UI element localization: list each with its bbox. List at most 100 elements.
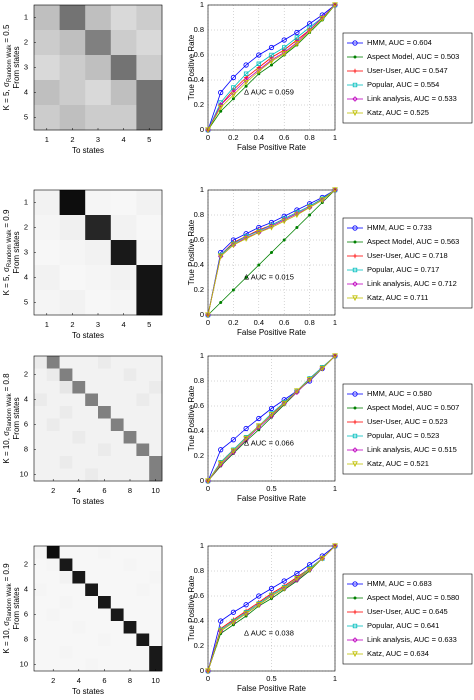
x-tick-label: 2 <box>51 676 55 685</box>
heatmap-cell <box>98 621 112 634</box>
heatmap-cell <box>59 583 73 597</box>
marker <box>230 619 237 626</box>
heatmap-cell <box>34 30 60 56</box>
heatmap-cell <box>149 356 163 369</box>
y-tick-label: 0.4 <box>194 260 204 269</box>
marker <box>257 263 261 267</box>
marker <box>268 412 275 418</box>
heatmap-cell <box>59 608 73 622</box>
marker <box>269 52 274 58</box>
x-tick-label: 8 <box>128 486 132 495</box>
legend-marker <box>352 253 358 259</box>
heatmap-cell <box>123 443 137 457</box>
marker <box>281 37 287 43</box>
x-tick-label: 0.5 <box>266 674 276 683</box>
heatmap-cell <box>85 468 99 482</box>
heatmap-cell <box>123 621 137 634</box>
heatmap-cell <box>46 658 60 672</box>
axes-frame <box>207 355 336 482</box>
y-tick-label: 2 <box>24 222 28 231</box>
marker <box>270 63 273 67</box>
heatmap-cell <box>98 468 112 482</box>
y-tick-label: 0.4 <box>194 426 204 435</box>
heatmap-cell <box>149 646 163 659</box>
y-tick-label: 1 <box>24 197 28 206</box>
heatmap-cell <box>85 608 99 622</box>
heatmap-cell <box>136 456 150 469</box>
marker <box>218 447 224 453</box>
y-axis-label: K = 5, σRandom Walk= 0.5 <box>2 24 12 110</box>
y-tick-label: 10 <box>20 660 28 669</box>
heatmap-cell <box>136 608 150 622</box>
heatmap-cell <box>136 105 163 131</box>
y-tick-label: 0.6 <box>194 591 204 600</box>
heatmap-cell <box>110 546 124 559</box>
heatmap-cell <box>85 240 112 266</box>
heatmap-cell <box>98 583 112 597</box>
heatmap-cell <box>136 356 150 369</box>
heatmap-cell <box>85 30 112 56</box>
y-axis-label: True Positive Rate <box>187 34 196 100</box>
heatmap-cell <box>136 583 150 597</box>
heatmap-cell <box>72 646 86 659</box>
heatmap-cell <box>59 80 86 106</box>
legend-marker <box>352 623 358 629</box>
y-tick-label: 0.2 <box>194 641 204 650</box>
heatmap-cell <box>34 468 48 482</box>
heatmap-cell <box>59 418 73 432</box>
heatmap-cell <box>59 381 73 394</box>
heatmap-cell <box>72 443 86 457</box>
heatmap-cell <box>110 646 124 659</box>
heatmap-cell <box>136 431 150 444</box>
heatmap-cell <box>72 558 86 572</box>
heatmap-cell <box>110 80 137 106</box>
y-tick-label: 6 <box>24 610 28 619</box>
marker <box>218 618 224 624</box>
y-tick-label: 0.8 <box>194 25 204 34</box>
heatmap-cell <box>136 443 150 457</box>
marker <box>294 35 300 40</box>
heatmap-cell <box>59 443 73 457</box>
heatmap-cell <box>72 406 86 419</box>
marker <box>218 89 224 96</box>
heatmap-cell <box>34 368 48 382</box>
y-tick-label: 1 <box>200 0 204 9</box>
legend-marker <box>352 82 358 88</box>
marker <box>281 585 288 592</box>
legend-label: Link analysis, AUC = 0.633 <box>367 635 457 644</box>
heatmap-cell <box>123 406 137 419</box>
roc-line <box>207 545 336 672</box>
legend-label: Aspect Model, AUC = 0.503 <box>367 52 459 61</box>
marker <box>217 104 224 111</box>
heatmap-cell <box>72 571 86 584</box>
roc-line <box>207 4 336 131</box>
y-axis-label-subscript: Random Walk <box>7 44 13 82</box>
marker <box>306 204 313 211</box>
y-axis-label-subscript: Random Walk <box>7 229 13 267</box>
marker <box>281 218 288 225</box>
heatmap-cell <box>85 621 99 634</box>
y-tick-label: 0.2 <box>194 451 204 460</box>
heatmap-cell <box>85 596 99 609</box>
heatmap-cell <box>98 546 112 559</box>
heatmap-cell <box>46 356 60 369</box>
heatmap-cell <box>34 290 60 316</box>
y-tick-label: 5 <box>24 112 28 121</box>
x-tick-label: 4 <box>77 676 81 685</box>
y-axis-label: K = 10, σRandom Walk= 0.9 <box>2 563 12 654</box>
heatmap-cell <box>34 381 48 394</box>
legend-label: User-User, AUC = 0.547 <box>367 66 448 75</box>
y-axis-label-2: From states <box>12 587 21 629</box>
roc-line <box>207 545 336 672</box>
heatmap-cell <box>98 418 112 432</box>
heatmap-cell <box>136 468 150 482</box>
legend-label: Katz, AUC = 0.711 <box>367 293 428 302</box>
roc-line <box>207 189 336 316</box>
heatmap-cell <box>34 621 48 634</box>
heatmap-cell <box>85 418 99 432</box>
heatmap-cell <box>46 468 60 482</box>
marker <box>218 100 223 105</box>
legend-marker <box>352 609 358 615</box>
heatmap-cell <box>149 431 163 444</box>
heatmap-cell <box>136 381 150 394</box>
